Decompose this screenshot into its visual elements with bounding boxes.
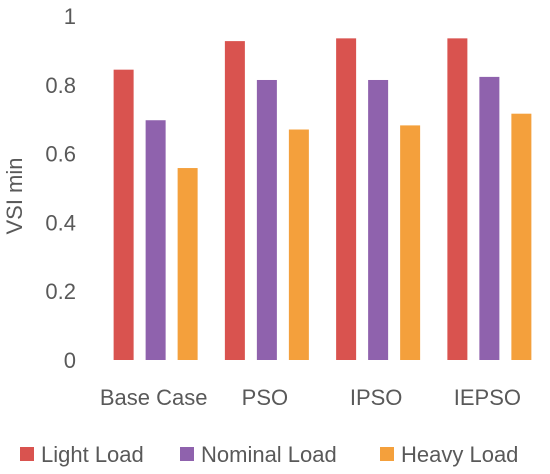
bar-light-load-ipso xyxy=(336,38,357,361)
legend-label: Light Load xyxy=(41,442,144,467)
y-tick-label: 0.2 xyxy=(45,279,76,304)
y-tick-label: 1 xyxy=(64,4,76,29)
legend-swatch xyxy=(20,447,34,461)
bar-nominal-load-base-case xyxy=(145,120,166,361)
bars-group xyxy=(113,38,532,361)
bar-nominal-load-ipso xyxy=(368,79,389,360)
x-tick-label: Base Case xyxy=(100,385,208,410)
bar-heavy-load-ipso xyxy=(400,125,421,360)
y-axis-title: VSI min xyxy=(2,157,27,234)
legend: Light Load Nominal Load Heavy Load xyxy=(20,442,518,467)
bar-heavy-load-iepso xyxy=(511,113,532,360)
x-tick-label: IEPSO xyxy=(454,385,521,410)
bar-light-load-base-case xyxy=(113,69,134,360)
bar-light-load-iepso xyxy=(447,38,468,361)
y-tick-label: 0.4 xyxy=(45,210,76,235)
legend-label: Nominal Load xyxy=(201,442,337,467)
y-tick-label: 0.8 xyxy=(45,73,76,98)
y-tick-label: 0.6 xyxy=(45,142,76,167)
bar-heavy-load-pso xyxy=(288,129,309,360)
bar-heavy-load-base-case xyxy=(177,168,198,360)
legend-swatch xyxy=(180,447,194,461)
y-tick-label: 0 xyxy=(64,348,76,373)
x-axis-ticks: Base Case PSO IPSO IEPSO xyxy=(100,385,521,410)
legend-swatch xyxy=(380,447,394,461)
bar-nominal-load-pso xyxy=(256,79,277,360)
legend-label: Heavy Load xyxy=(401,442,518,467)
bar-light-load-pso xyxy=(224,41,245,360)
y-axis-ticks: 0 0.2 0.4 0.6 0.8 1 xyxy=(45,4,76,373)
x-tick-label: IPSO xyxy=(350,385,403,410)
bar-nominal-load-iepso xyxy=(479,76,500,360)
x-tick-label: PSO xyxy=(242,385,288,410)
